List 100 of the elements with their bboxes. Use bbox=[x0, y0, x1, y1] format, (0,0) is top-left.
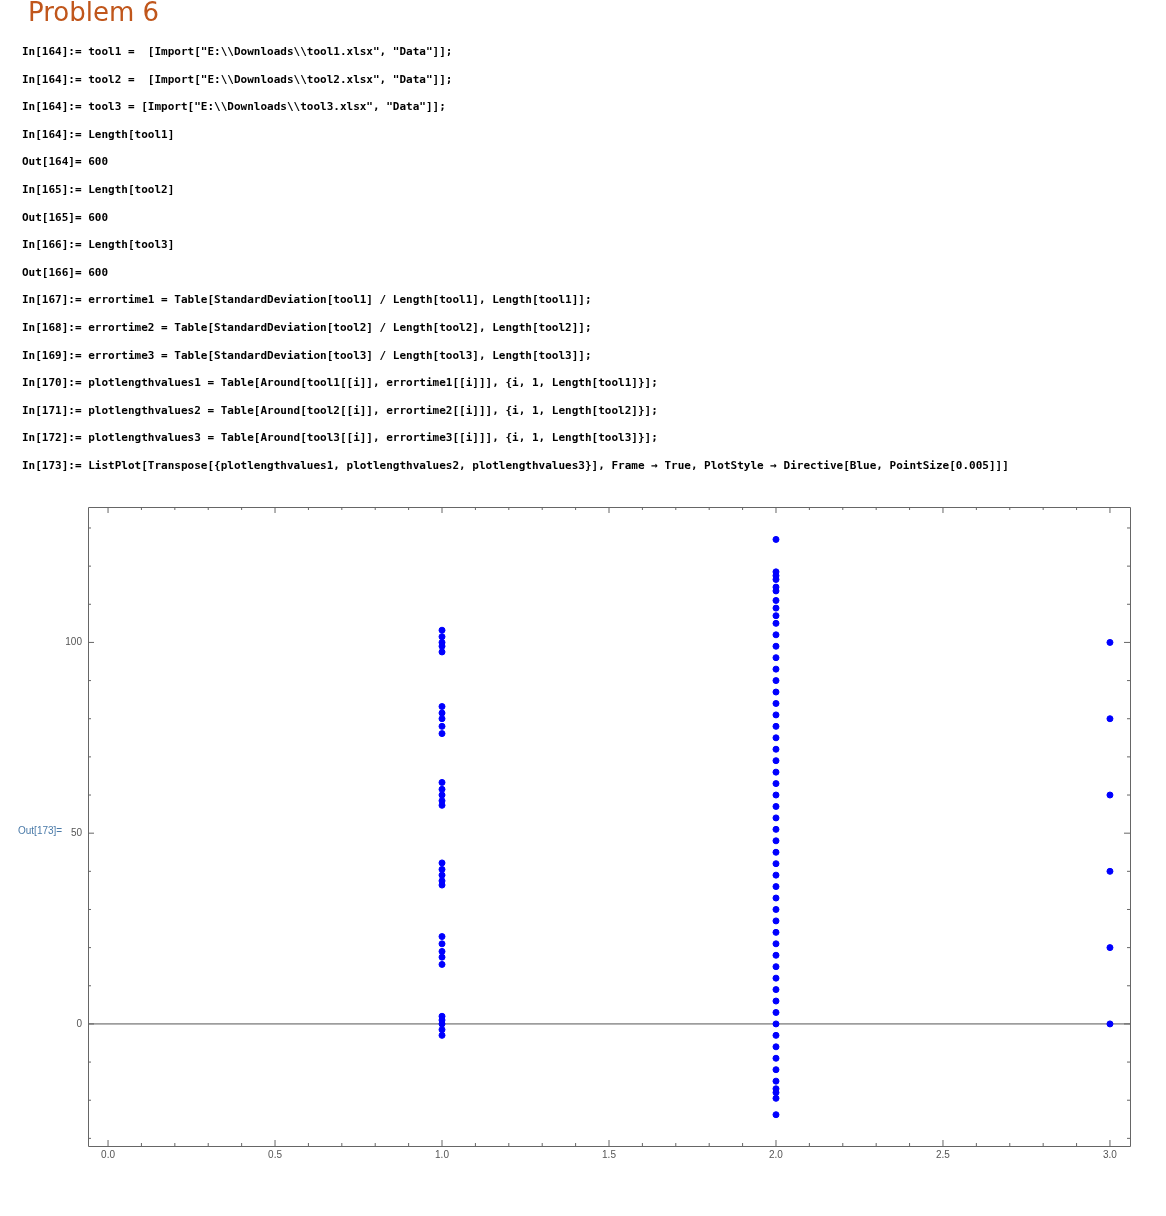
point bbox=[772, 677, 780, 685]
text: Out[165]= 600 bbox=[22, 210, 109, 224]
point bbox=[438, 960, 446, 968]
x-tick-label: 0.0 bbox=[101, 1148, 116, 1160]
point bbox=[772, 612, 780, 620]
point bbox=[772, 619, 780, 627]
x-tick-label: 1.5 bbox=[602, 1148, 617, 1160]
text: Out[173]= bbox=[18, 825, 63, 836]
point bbox=[772, 974, 780, 982]
point bbox=[1106, 638, 1114, 646]
point bbox=[772, 814, 780, 822]
y-tick-label: 0 bbox=[76, 1017, 83, 1029]
point bbox=[772, 825, 780, 833]
point bbox=[772, 1089, 780, 1097]
point bbox=[772, 940, 780, 948]
text: In[164]:= Length[tool1] bbox=[22, 127, 175, 141]
point bbox=[772, 734, 780, 742]
point bbox=[438, 791, 446, 799]
text: In[164]:= tool2 = [Import["E:\\Downloads\\tool2.xlsx", "Data"]]; bbox=[22, 72, 453, 86]
point bbox=[772, 917, 780, 925]
x-tick-label: 3.0 bbox=[1103, 1148, 1118, 1160]
point bbox=[772, 894, 780, 902]
point bbox=[438, 709, 446, 717]
text: In[166]:= Length[tool3] bbox=[22, 238, 175, 252]
point bbox=[438, 648, 446, 656]
x-tick-label: 2.5 bbox=[936, 1148, 951, 1160]
point bbox=[772, 1043, 780, 1051]
point bbox=[772, 722, 780, 730]
point bbox=[772, 802, 780, 810]
point bbox=[438, 626, 446, 634]
point bbox=[772, 631, 780, 639]
point bbox=[772, 1031, 780, 1039]
x-tick-label: 0.5 bbox=[268, 1148, 283, 1160]
point bbox=[772, 848, 780, 856]
point bbox=[772, 711, 780, 719]
point bbox=[438, 722, 446, 730]
point bbox=[772, 1008, 780, 1016]
text: Out[166]= 600 bbox=[22, 265, 109, 279]
point bbox=[438, 715, 446, 723]
point bbox=[772, 1054, 780, 1062]
point bbox=[772, 642, 780, 650]
point bbox=[772, 928, 780, 936]
point bbox=[772, 871, 780, 879]
point bbox=[772, 860, 780, 868]
text: Out[164]= 600 bbox=[22, 155, 109, 169]
point bbox=[438, 871, 446, 879]
point bbox=[438, 933, 446, 941]
point bbox=[772, 963, 780, 971]
x-tick-label: 1.0 bbox=[435, 1148, 450, 1160]
y-tick-label: 50 bbox=[70, 826, 83, 838]
point bbox=[772, 745, 780, 753]
x-tick-label: 2.0 bbox=[769, 1148, 784, 1160]
point bbox=[1106, 1020, 1114, 1028]
point bbox=[438, 1031, 446, 1039]
text: In[164]:= tool3 = [Import["E:\\Downloads\\tool3.xlsx", "Data"]]; bbox=[22, 100, 446, 114]
point bbox=[772, 1094, 780, 1102]
point bbox=[772, 883, 780, 891]
point bbox=[772, 1111, 780, 1119]
point bbox=[1106, 791, 1114, 799]
point bbox=[772, 757, 780, 765]
point bbox=[438, 859, 446, 867]
point bbox=[772, 905, 780, 913]
text: In[165]:= Length[tool2] bbox=[22, 183, 175, 196]
text: In[170]:= plotlengthvalues1 = Table[Around[tool1[[i]], errortime1[[i]]], {i, 1, Length[tool1]}]; bbox=[22, 376, 658, 390]
point bbox=[772, 997, 780, 1005]
point bbox=[772, 768, 780, 776]
point bbox=[438, 785, 446, 793]
point bbox=[438, 865, 446, 873]
point bbox=[438, 703, 446, 711]
point bbox=[438, 1026, 446, 1034]
point bbox=[772, 1020, 780, 1028]
text: In[169]:= errortime3 = Table[StandardDeviation[tool3] / Length[tool3], Length[tool3]]; bbox=[22, 348, 592, 362]
text: In[168]:= errortime2 = Table[StandardDeviation[tool2] / Length[tool2], Length[tool2]]; bbox=[22, 321, 592, 334]
point bbox=[772, 596, 780, 604]
text: In[167]:= errortime1 = Table[StandardDeviation[tool1] / Length[tool1], Length[tool1]]; bbox=[22, 293, 592, 307]
point bbox=[1106, 867, 1114, 875]
y-tick-label: 100 bbox=[65, 636, 83, 648]
point bbox=[438, 953, 446, 961]
text: In[172]:= plotlengthvalues3 = Table[Around[tool3[[i]], errortime3[[i]]], {i, 1, Length[tool3]}]; bbox=[22, 431, 658, 445]
point bbox=[1106, 715, 1114, 723]
point bbox=[772, 791, 780, 799]
point bbox=[438, 947, 446, 955]
point bbox=[772, 654, 780, 662]
text: In[171]:= plotlengthvalues2 = Table[Around[tool2[[i]], errortime2[[i]]], {i, 1, Length[tool2]}]; bbox=[22, 403, 658, 417]
point bbox=[772, 1077, 780, 1085]
point bbox=[438, 730, 446, 738]
point bbox=[772, 837, 780, 845]
point bbox=[772, 780, 780, 788]
point bbox=[1106, 944, 1114, 952]
point bbox=[772, 535, 780, 543]
point bbox=[772, 951, 780, 959]
point bbox=[772, 604, 780, 612]
point bbox=[438, 940, 446, 948]
point bbox=[772, 699, 780, 707]
text: In[173]:= ListPlot[Transpose[{plotlengthvalues1, plotlengthvalues2, plotlengthvalues3}], Frame → True, PlotStyle → Directive[Blue, PointSize[0.005]]] bbox=[22, 459, 1009, 472]
point bbox=[772, 688, 780, 696]
point bbox=[438, 633, 446, 641]
point bbox=[772, 986, 780, 994]
point bbox=[438, 778, 446, 786]
chart-title: Problem 6 bbox=[28, 0, 160, 27]
